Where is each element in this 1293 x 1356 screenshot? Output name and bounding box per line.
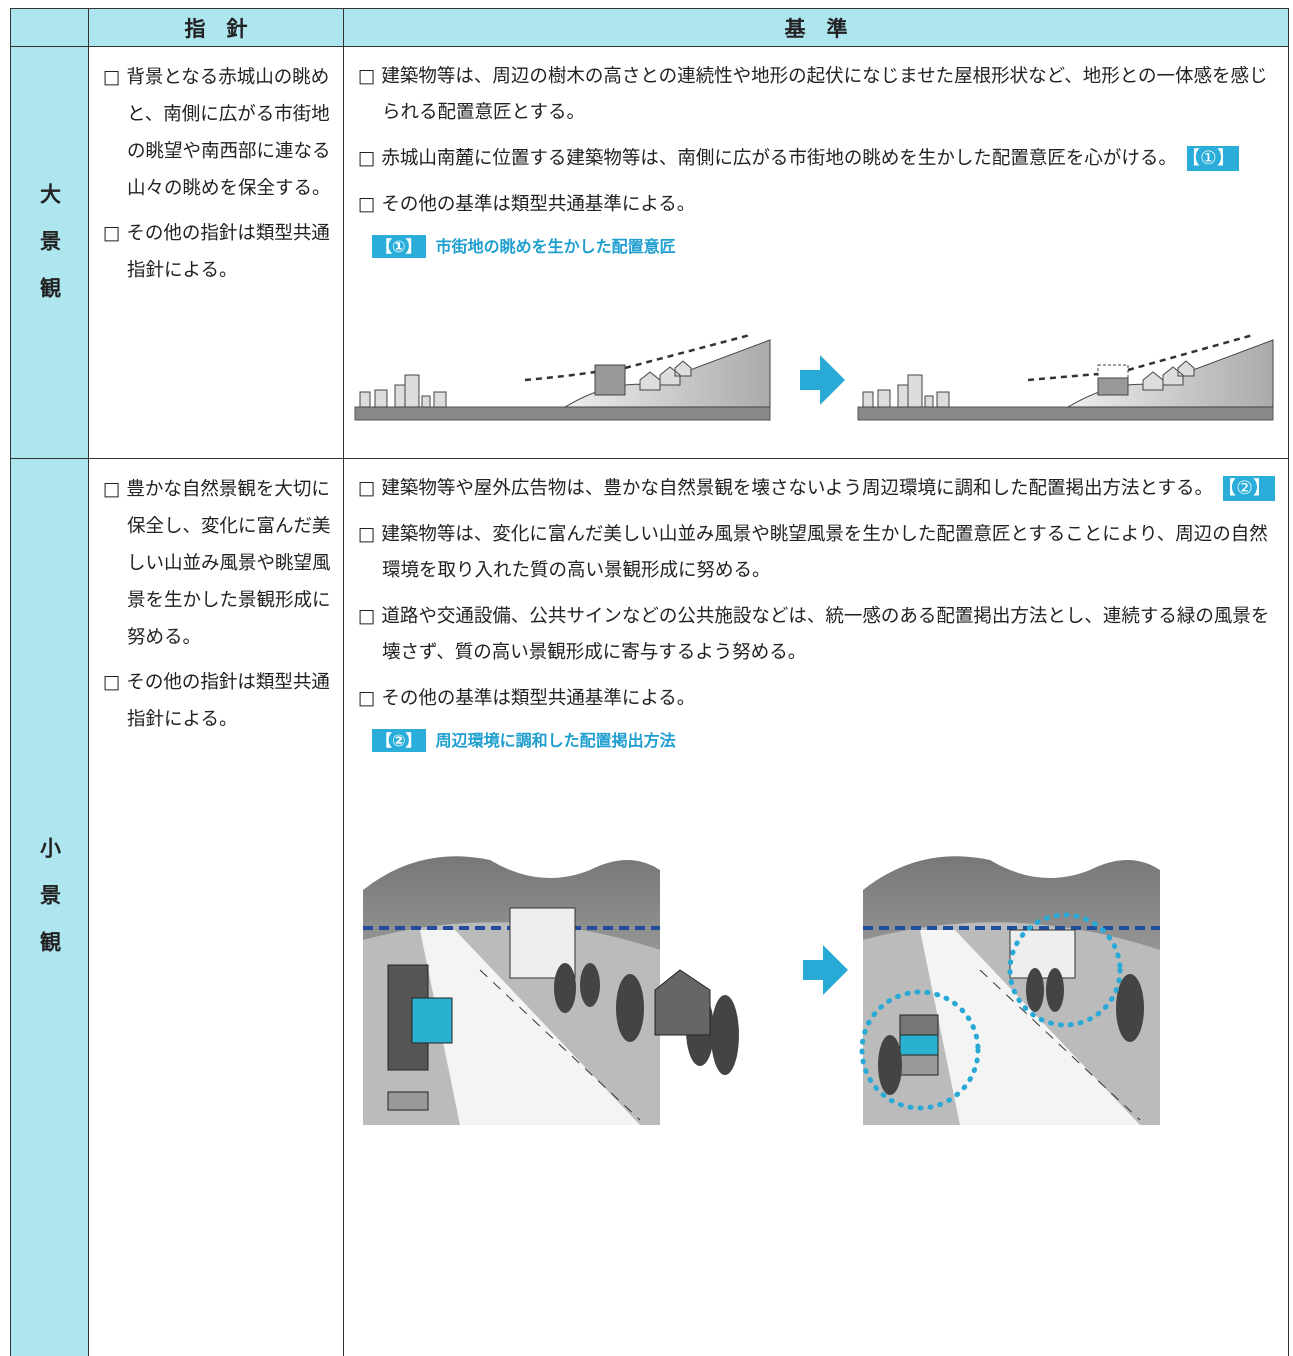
row-label-cell: 小景観 xyxy=(10,458,88,1356)
header-guideline: 指 針 xyxy=(88,8,343,47)
standard-item: □ 建築物等や屋外広告物は、豊かな自然景観を壊さないよう周辺環境に調和した配置掲… xyxy=(358,471,1278,507)
figure-caption: 【①】 市街地の眺めを生かした配置意匠 xyxy=(372,233,1278,258)
row-label: 小景観 xyxy=(37,837,62,978)
row-label: 大景観 xyxy=(37,182,62,324)
standard-text: □ その他の基準は類型共通基準による。 xyxy=(358,194,696,215)
scene-after xyxy=(859,856,1160,1125)
guidelines: □ 背景となる赤城山の眺めと、南側に広がる市街地の眺望や南西部に連なる山々の眺め… xyxy=(88,46,343,459)
reference-tag: 【②】 xyxy=(1222,476,1276,501)
standard-item: □ その他の基準は類型共通基準による。 xyxy=(358,187,1278,223)
arrow xyxy=(803,945,848,995)
standard-item: □ 建築物等は、周辺の樹木の高さとの連続性や地形の起伏になじませた屋根形状など、… xyxy=(358,59,1278,131)
reference-tag: 【①】 xyxy=(1186,146,1240,171)
figure-tag: 【①】 xyxy=(372,235,426,258)
standards: □ 建築物等は、周辺の樹木の高さとの連続性や地形の起伏になじませた屋根形状など、… xyxy=(343,46,1289,459)
standard-text: □ 建築物等は、変化に富んだ美しい山並み風景や眺望風景を生かした配置意匠とするこ… xyxy=(358,524,1268,581)
guideline-item: □ 背景となる赤城山の眺めと、南側に広がる市街地の眺望や南西部に連なる山々の眺め… xyxy=(103,67,331,199)
illustration-2 xyxy=(363,856,1160,1125)
panel-after xyxy=(857,333,1274,421)
figure-title: 周辺環境に調和した配置掲出方法 xyxy=(435,731,676,750)
arrow xyxy=(800,355,845,405)
standard-item: □ 道路や交通設備、公共サインなどの公共施設などは、統一感のある配置掲出方法とし… xyxy=(358,599,1278,671)
illustration-1 xyxy=(354,333,1274,421)
panel-before xyxy=(354,333,771,421)
corner-cell xyxy=(10,8,88,47)
header-standard: 基 準 xyxy=(343,8,1289,47)
guideline-item: □ その他の指針は類型共通指針による。 xyxy=(103,672,330,730)
standard-text: □ 建築物等は、周辺の樹木の高さとの連続性や地形の起伏になじませた屋根形状など、… xyxy=(358,66,1268,123)
standards: □ 建築物等や屋外広告物は、豊かな自然景観を壊さないよう周辺環境に調和した配置掲… xyxy=(343,458,1289,1356)
figure-title: 市街地の眺めを生かした配置意匠 xyxy=(435,237,676,256)
guidelines: □ 豊かな自然景観を大切に保全し、変化に富んだ美しい山並み風景や眺望風景を生かし… xyxy=(88,458,343,1356)
figure-caption: 【②】 周辺環境に調和した配置掲出方法 xyxy=(372,727,1278,752)
standard-text: □ 建築物等や屋外広告物は、豊かな自然景観を壊さないよう周辺環境に調和した配置掲… xyxy=(358,478,1213,499)
standard-text: □ その他の基準は類型共通基準による。 xyxy=(358,688,696,709)
scene-before xyxy=(363,856,739,1125)
guideline-item: □ その他の指針は類型共通指針による。 xyxy=(103,223,330,281)
standard-item: □ 赤城山南麓に位置する建築物等は、南側に広がる市街地の眺めを生かした配置意匠を… xyxy=(358,141,1278,177)
row-label-cell: 大景観 xyxy=(10,46,88,459)
figure-tag: 【②】 xyxy=(372,729,426,752)
standard-item: □ その他の基準は類型共通基準による。 xyxy=(358,681,1278,717)
standard-text: □ 赤城山南麓に位置する建築物等は、南側に広がる市街地の眺めを生かした配置意匠を… xyxy=(358,148,1177,169)
standard-text: □ 道路や交通設備、公共サインなどの公共施設などは、統一感のある配置掲出方法とし… xyxy=(358,606,1270,663)
guideline-item: □ 豊かな自然景観を大切に保全し、変化に富んだ美しい山並み風景や眺望風景を生かし… xyxy=(103,479,331,648)
standard-item: □ 建築物等は、変化に富んだ美しい山並み風景や眺望風景を生かした配置意匠とするこ… xyxy=(358,517,1278,589)
